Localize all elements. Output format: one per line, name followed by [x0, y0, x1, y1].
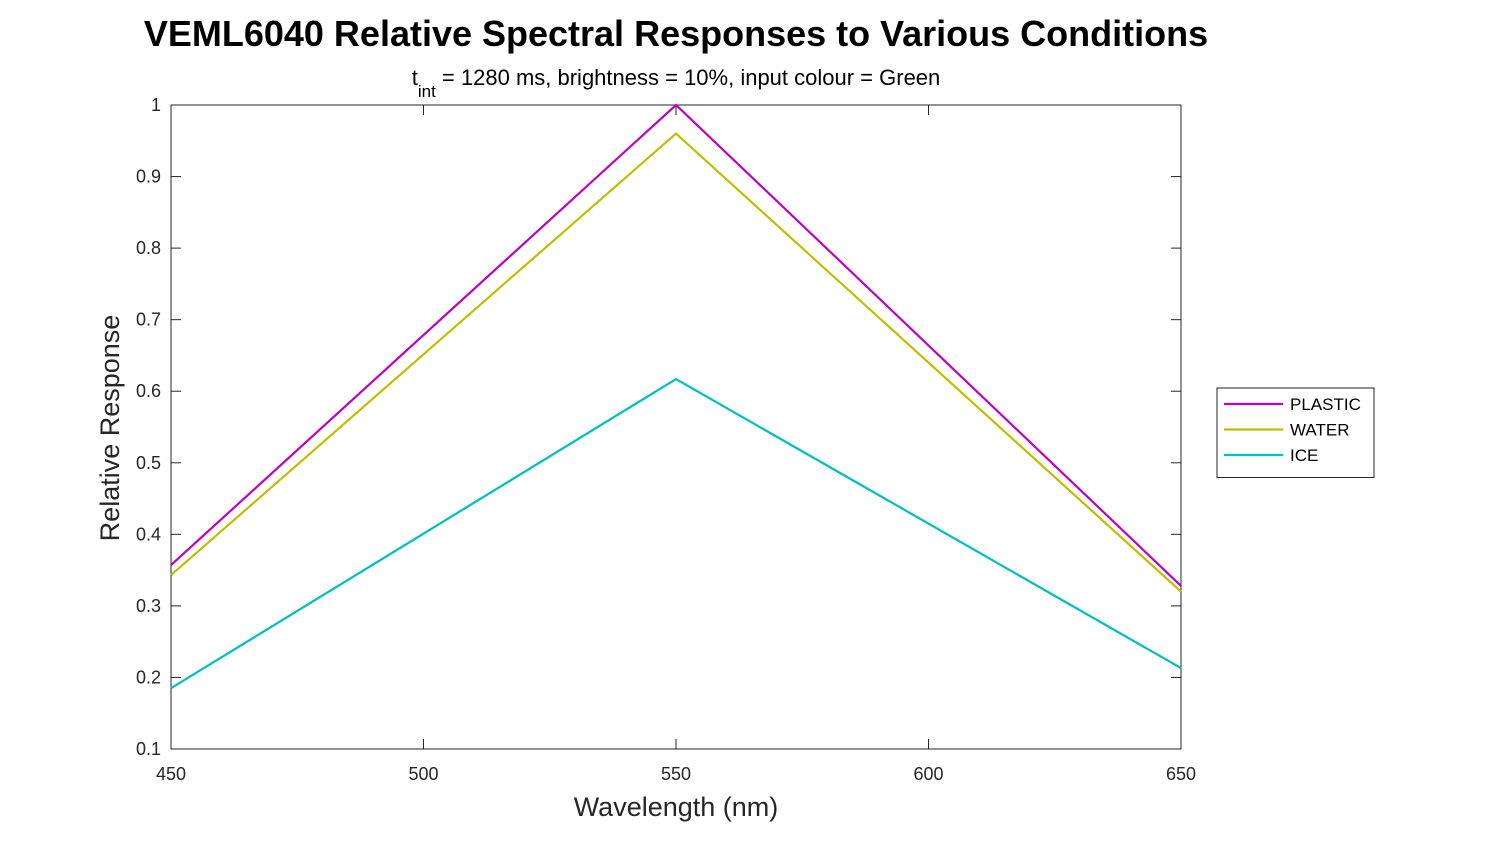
- chart-title: VEML6040 Relative Spectral Responses to …: [144, 13, 1208, 54]
- x-tick-label: 600: [913, 764, 943, 784]
- y-tick-label: 0.7: [136, 310, 161, 330]
- x-tick-label: 450: [156, 764, 186, 784]
- legend-label-plastic: PLASTIC: [1290, 395, 1361, 414]
- series-line-ice: [170, 377, 1182, 690]
- y-tick-label: 0.4: [136, 524, 161, 544]
- y-axis-label: Relative Response: [95, 315, 125, 542]
- y-tick-label: 0.6: [136, 381, 161, 401]
- x-tick-label: 550: [661, 764, 691, 784]
- y-axis: 0.1 0.2 0.3 0.4 0.5 0.6 0.7 0.8 0.9 1: [136, 95, 1181, 759]
- subtitle-rest: = 1280 ms, brightness = 10%, input colou…: [436, 65, 940, 90]
- subtitle-base: t: [412, 65, 418, 90]
- series-line-water: [170, 132, 1182, 593]
- y-tick-label: 1: [151, 95, 161, 115]
- x-tick-label: 500: [408, 764, 438, 784]
- x-axis-label: Wavelength (nm): [574, 792, 779, 822]
- x-tick-label: 650: [1166, 764, 1196, 784]
- y-tick-label: 0.3: [136, 596, 161, 616]
- y-tick-label: 0.9: [136, 167, 161, 187]
- y-tick-label: 0.8: [136, 238, 161, 258]
- chart-subtitle: tint = 1280 ms, brightness = 10%, input …: [412, 65, 941, 101]
- legend-label-water: WATER: [1290, 421, 1350, 440]
- y-tick-label: 0.5: [136, 453, 161, 473]
- y-tick-label: 0.2: [136, 667, 161, 687]
- series-lines: [170, 103, 1182, 690]
- y-tick-label: 0.1: [136, 739, 161, 759]
- legend: PLASTIC WATER ICE: [1216, 387, 1375, 478]
- series-line-plastic: [170, 103, 1182, 587]
- x-axis: 450 500 550 600 650: [156, 105, 1196, 784]
- legend-label-ice: ICE: [1290, 446, 1318, 465]
- subtitle-subscript: int: [418, 82, 436, 101]
